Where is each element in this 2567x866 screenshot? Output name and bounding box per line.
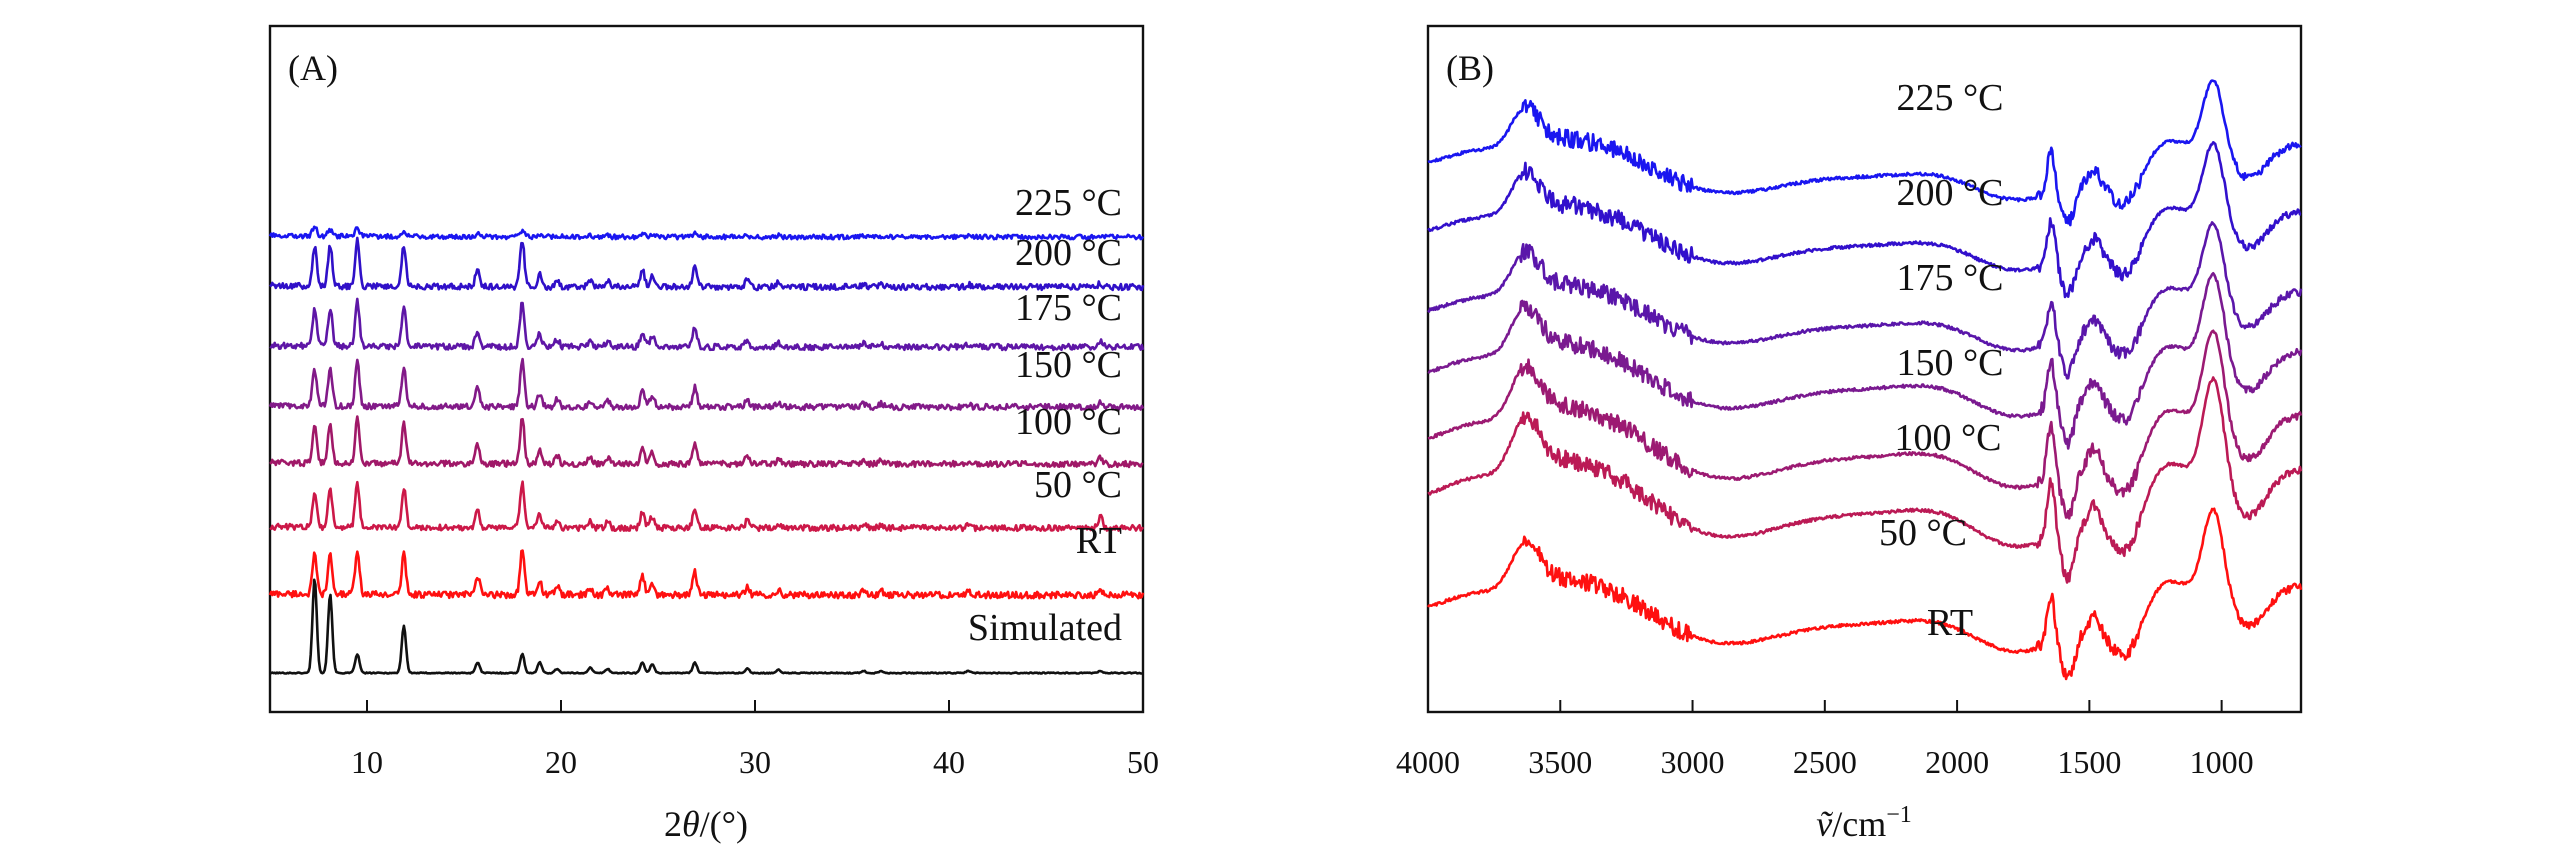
- series-line: [1427, 79, 2302, 227]
- series-line: [1427, 141, 2302, 299]
- x-tick-label: 4000: [1396, 744, 1460, 780]
- series-line: [269, 578, 1144, 675]
- x-tick-label: 10: [351, 744, 383, 780]
- x-tick-label: 1000: [2190, 744, 2254, 780]
- panel-a-x-axis-title: 2θ/(°): [664, 804, 748, 844]
- series-label: 175 °C: [1015, 287, 1122, 329]
- x-tick-label: 3500: [1528, 744, 1592, 780]
- panel-a-series-labels: Simulated RT 50 °C 100 °C 150 °C 175 °C 200 °C…: [968, 182, 1122, 649]
- panel-b-x-axis-title: ṽ/cm−1: [1816, 802, 1912, 844]
- series-label: 50 °C: [1879, 512, 1967, 554]
- series-label: 200 °C: [1015, 232, 1122, 274]
- series-line: [268, 225, 1145, 241]
- x-tick-label: 1500: [2057, 744, 2121, 780]
- x-tick-label: 3000: [1661, 744, 1725, 780]
- x-tick-label: 40: [933, 744, 965, 780]
- panel-b: 4000 3500 3000 2500 2000 1500 1000 RT 50 °C 100 …: [1396, 24, 2303, 844]
- panel-a-traces: [268, 225, 1145, 675]
- series-line: [269, 415, 1144, 469]
- panel-b-label: (B): [1446, 48, 1494, 88]
- series-line: [1426, 507, 2303, 681]
- series-label: Simulated: [968, 607, 1122, 649]
- series-line: [269, 480, 1145, 533]
- series-label: 100 °C: [1015, 401, 1122, 443]
- x-tick-label: 50: [1127, 744, 1159, 780]
- x-tick-label: 2000: [1925, 744, 1989, 780]
- series-label: 150 °C: [1015, 344, 1122, 386]
- series-line: [269, 236, 1145, 292]
- series-line: [1427, 329, 2303, 520]
- panel-b-x-axis: 4000 3500 3000 2500 2000 1500 1000: [1396, 700, 2254, 780]
- series-label: 50 °C: [1034, 464, 1122, 506]
- panel-a-x-axis: 10 20 30 40 50: [351, 700, 1159, 780]
- series-label: RT: [1927, 602, 1973, 644]
- series-line: [269, 297, 1145, 352]
- series-label: 100 °C: [1894, 417, 2001, 459]
- series-label: 225 °C: [1015, 182, 1122, 224]
- panel-a: 10 20 30 40 50 Simulated RT 50 °C 100 °C 150 °C 1…: [268, 24, 1159, 844]
- series-label: RT: [1076, 520, 1122, 562]
- series-label: 175 °C: [1896, 257, 2003, 299]
- series-line: [268, 357, 1145, 412]
- series-line: [268, 549, 1145, 600]
- panel-b-frame: [1426, 24, 2303, 714]
- series-label: 200 °C: [1896, 172, 2003, 214]
- x-tick-label: 20: [545, 744, 577, 780]
- series-line: [1427, 376, 2303, 584]
- series-line: [1427, 221, 2303, 380]
- series-line: [1427, 272, 2303, 450]
- panel-b-traces: [1426, 79, 2303, 681]
- panel-b-series-labels: RT 50 °C 100 °C 150 °C 175 °C 200 °C 225 °C: [1879, 77, 2004, 644]
- series-label: 150 °C: [1896, 342, 2003, 384]
- panel-a-frame: [268, 24, 1145, 714]
- panel-a-label: (A): [288, 48, 338, 88]
- series-label: 225 °C: [1896, 77, 2003, 119]
- x-tick-label: 30: [739, 744, 771, 780]
- x-tick-label: 2500: [1793, 744, 1857, 780]
